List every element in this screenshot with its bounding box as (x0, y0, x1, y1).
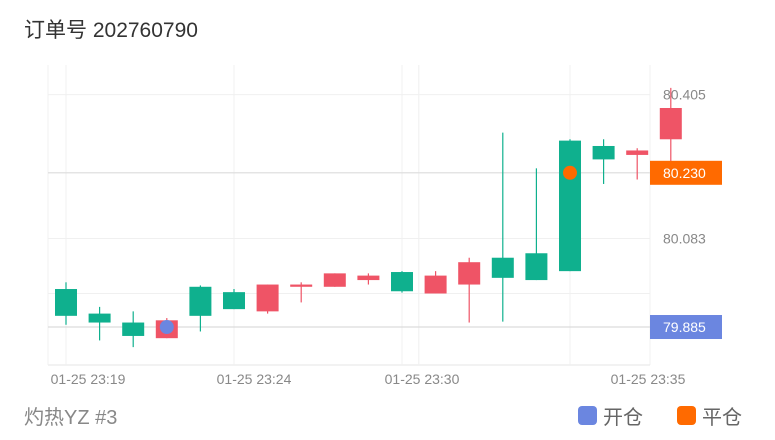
page-title: 订单号 202760790 (24, 19, 198, 42)
candle-body (491, 257, 514, 278)
legend-close-label: 平仓 (702, 407, 742, 429)
open-marker (159, 320, 174, 335)
x-tick-label: 01-25 23:30 (385, 371, 460, 387)
close-swatch-icon (677, 406, 696, 425)
candle-body (55, 289, 77, 316)
candle-body (88, 313, 111, 323)
close-price-box (650, 160, 722, 185)
candle-body (391, 272, 413, 292)
x-tick-label: 01-25 23:19 (51, 371, 126, 387)
candle-body (290, 284, 313, 287)
close-price-label: 80.230 (663, 165, 706, 181)
candle-body (458, 262, 481, 285)
candle-body (223, 292, 245, 310)
legend-open[interactable]: 开仓 (578, 401, 643, 430)
candle-body (189, 286, 212, 316)
open-price-box (650, 315, 722, 340)
legend-open-label: 开仓 (603, 407, 643, 429)
x-tick-label: 01-25 23:35 (611, 371, 686, 387)
open-price-label: 79.885 (663, 319, 706, 335)
y-tick-label: 80.405 (663, 87, 706, 103)
candle-body (323, 273, 346, 287)
candle-body (256, 284, 279, 312)
open-swatch-icon (578, 406, 597, 425)
y-tick-label: 80.083 (663, 231, 706, 247)
candle-body (122, 322, 145, 336)
candle-body (659, 107, 682, 140)
close-marker (563, 165, 577, 180)
candle-body (424, 275, 447, 294)
candle-body (559, 140, 581, 272)
symbol-label: 灼热YZ #3 (24, 407, 118, 429)
candle-body (357, 275, 380, 281)
legend-close[interactable]: 平仓 (677, 401, 742, 430)
x-tick-label: 01-25 23:24 (217, 371, 292, 387)
candle-body (525, 253, 548, 281)
candle-body (626, 150, 649, 155)
candle-body (592, 145, 615, 160)
